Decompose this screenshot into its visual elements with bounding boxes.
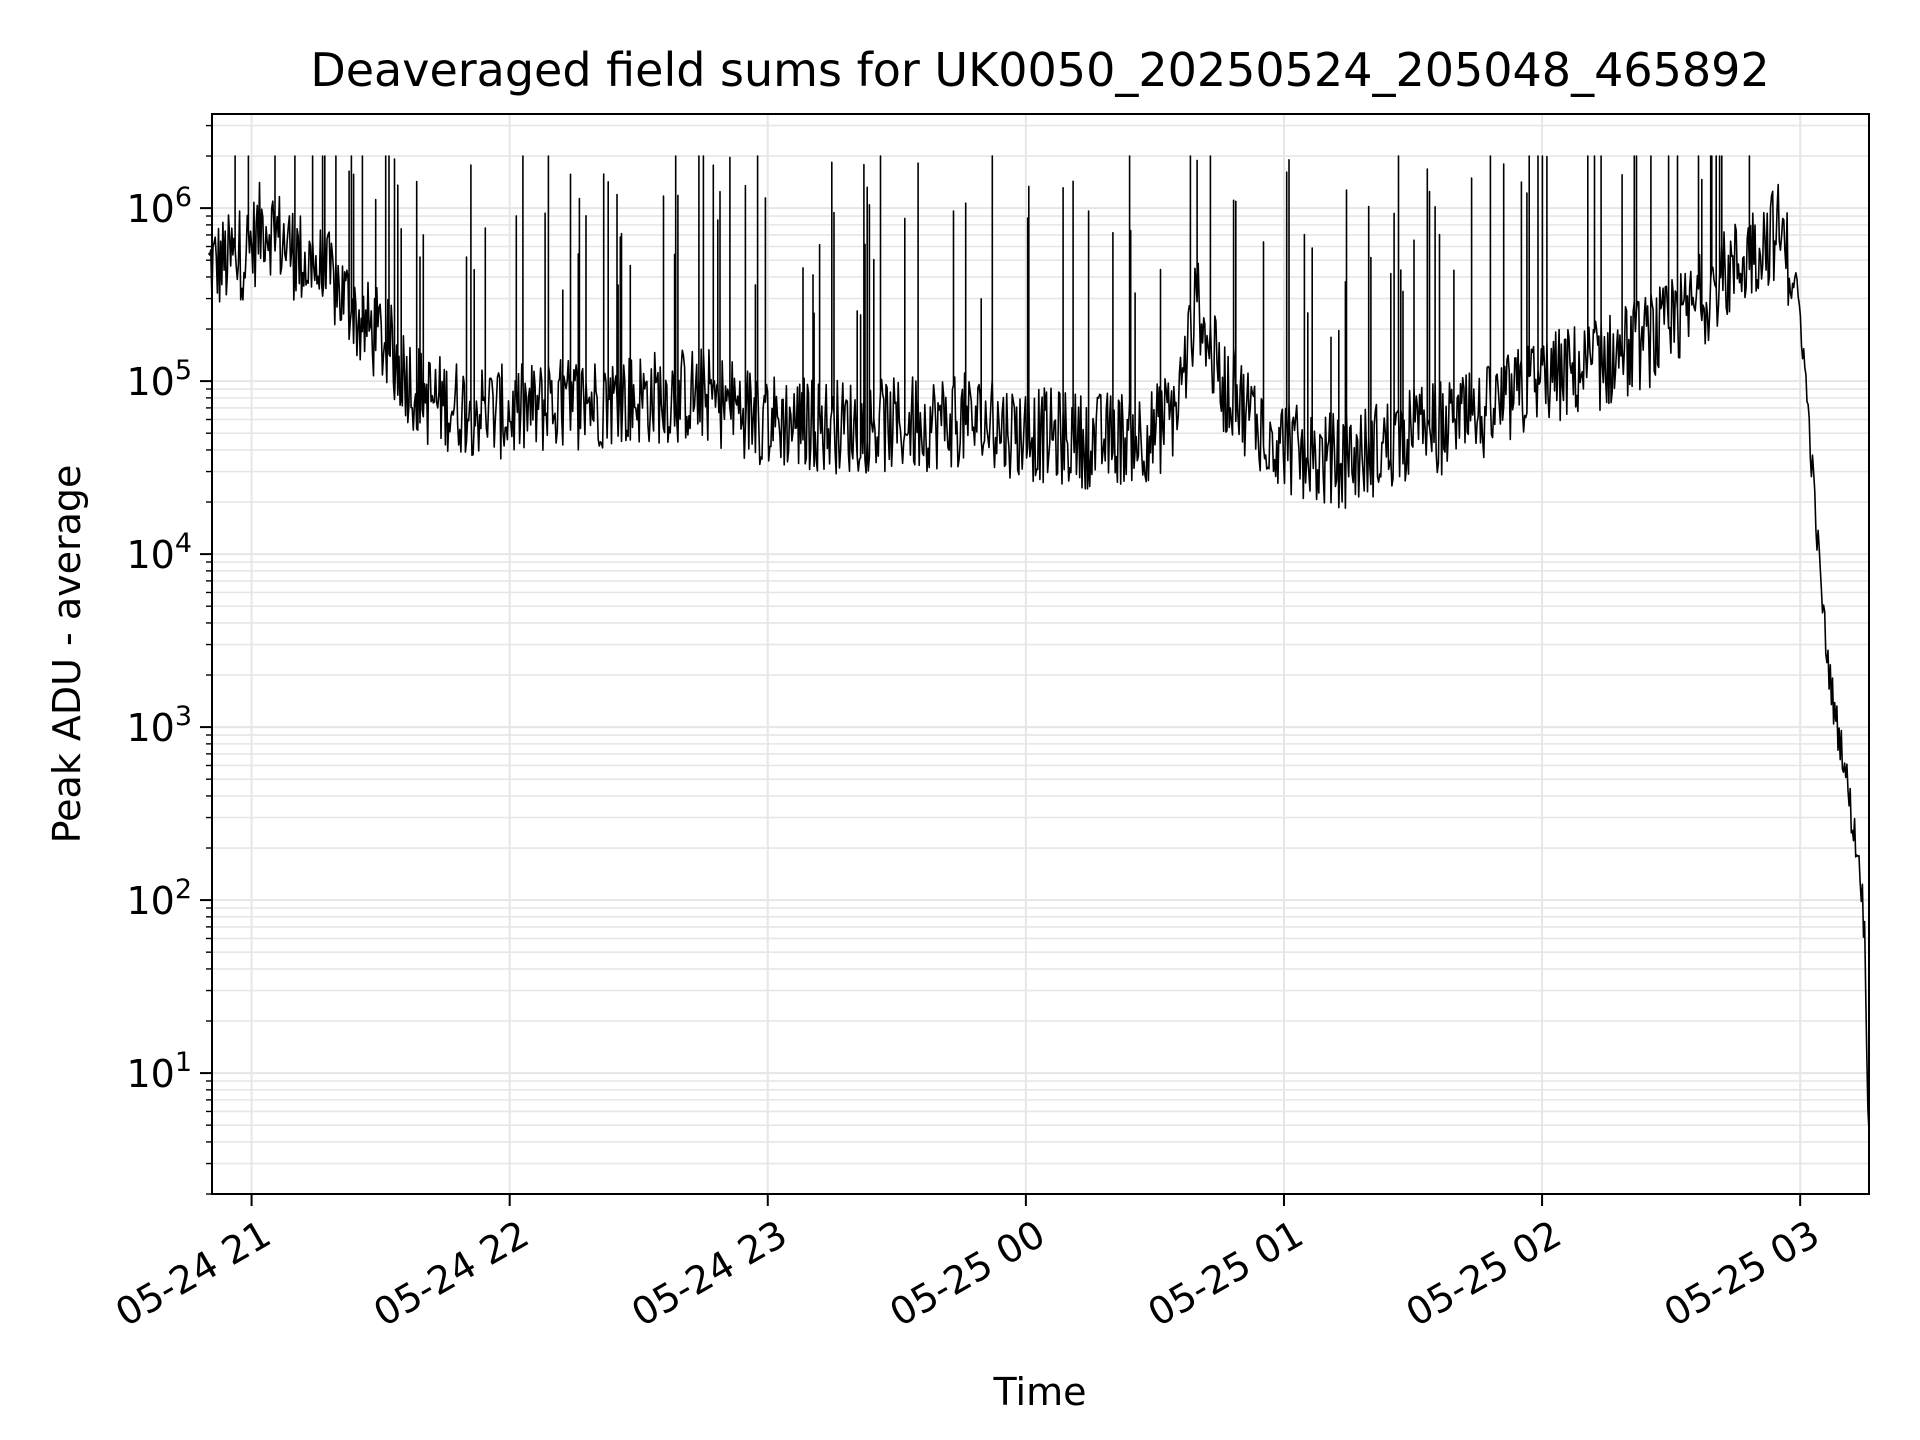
y-tick-label: 101 [126, 1047, 192, 1096]
x-axis-label: Time [993, 1370, 1087, 1414]
y-tick-label: 104 [126, 528, 192, 577]
chart-title: Deaveraged field sums for UK0050_2025052… [310, 43, 1769, 97]
y-tick-label: 105 [126, 355, 192, 404]
y-axis-label: Peak ADU - average [45, 465, 89, 844]
y-tick-label: 102 [126, 874, 192, 923]
grid [212, 114, 1869, 1195]
y-axis-ticks: 101 102 103 104 105 106 [126, 124, 212, 1195]
y-tick-label: 103 [126, 701, 192, 750]
y-tick-label: 106 [126, 182, 192, 231]
plot-area-frame [211, 113, 1870, 1195]
series-line [207, 155, 1870, 1131]
